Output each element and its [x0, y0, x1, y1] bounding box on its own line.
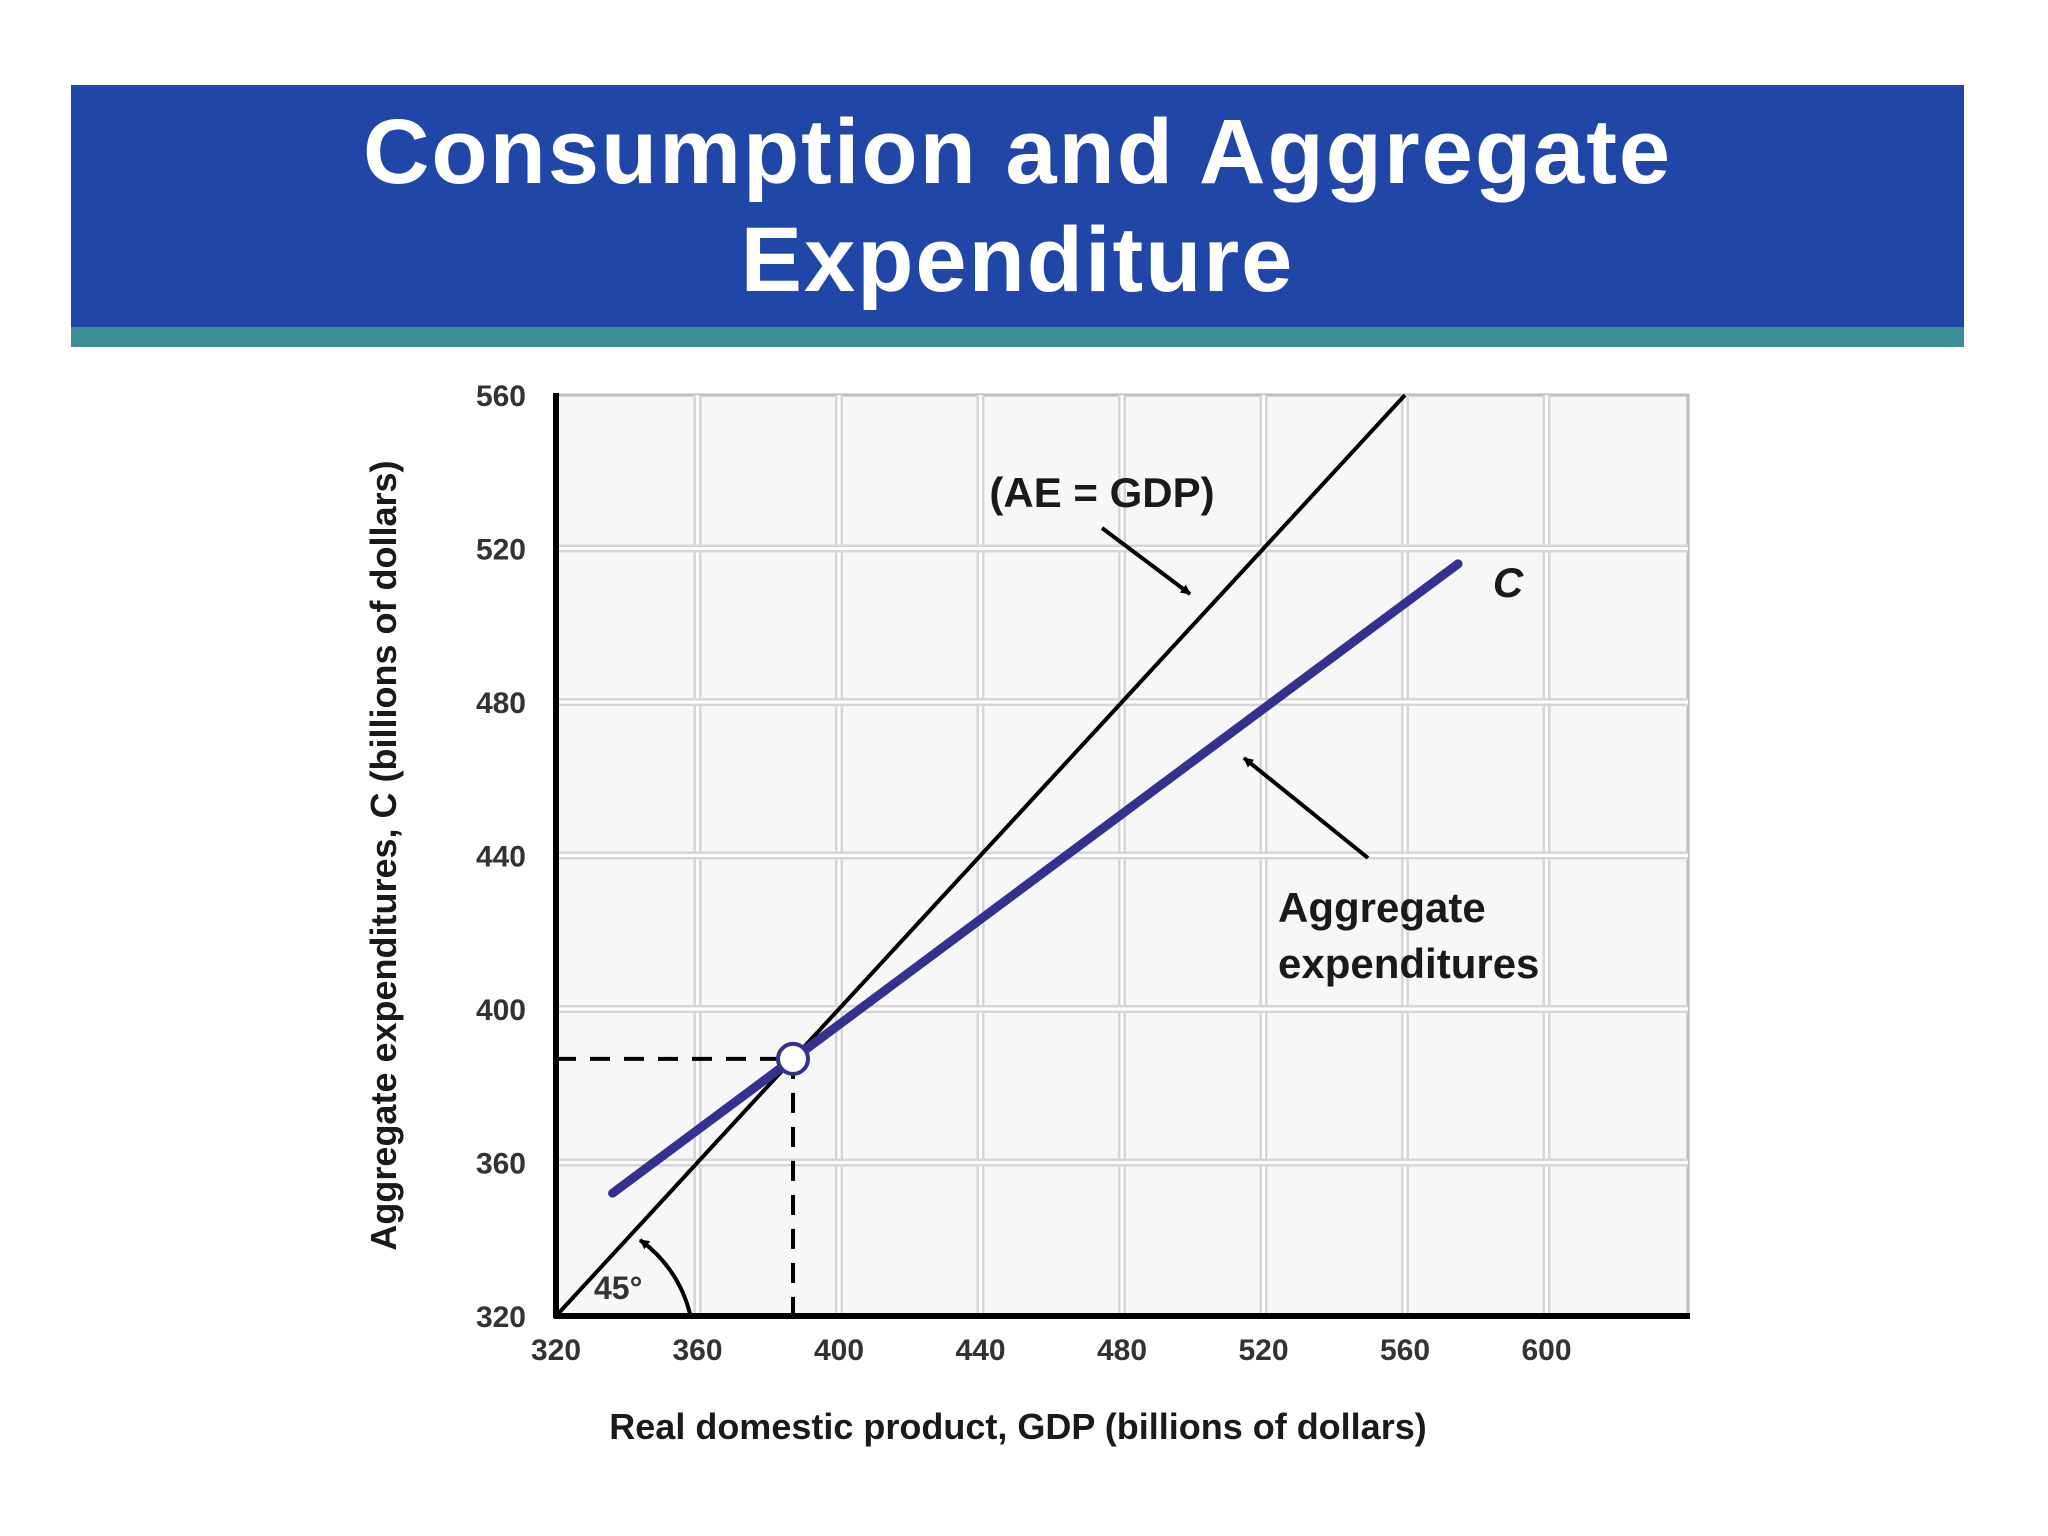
x-axis-label: Real domestic product, GDP (billions of …	[609, 1406, 1426, 1447]
y-tick-label: 560	[476, 380, 526, 413]
annotations: (AE = GDP) C Aggregate expenditures 45°	[594, 469, 1539, 1315]
aggregate-expenditures-arrow	[1242, 756, 1370, 860]
y-tick-label: 520	[476, 534, 526, 567]
x-tick-label: 480	[1097, 1334, 1147, 1367]
x-tick-label: 560	[1380, 1334, 1430, 1367]
axes	[553, 393, 1690, 1319]
x-tick-label: 520	[1238, 1334, 1288, 1367]
accent-strip	[71, 327, 1964, 347]
slide-title-line-2: Expenditure	[740, 209, 1295, 311]
consumption-line	[608, 559, 1463, 1198]
ae-equals-gdp-line	[554, 393, 1407, 1318]
tick-labels: 320 360 400 440 480 520 560 600 320 360 400 440 480 5…	[476, 380, 1572, 1367]
angle-arc	[638, 1238, 692, 1315]
y-axis-label: Aggregate expenditures, C (billions of d…	[363, 460, 404, 1250]
x-tick-label: 400	[814, 1334, 864, 1367]
aggregate-expenditures-label-line-2: expenditures	[1278, 940, 1539, 987]
slide-title-line-1: Consumption and Aggregate	[362, 101, 1673, 203]
x-tick-label: 600	[1521, 1334, 1571, 1367]
grid	[554, 393, 1690, 1318]
x-tick-label: 440	[955, 1334, 1005, 1367]
aggregate-expenditures-label-line-1: Aggregate	[1278, 884, 1486, 931]
series	[554, 393, 1463, 1318]
ae-label-arrow	[1100, 526, 1192, 596]
title-bar: Consumption and Aggregate Expenditure	[71, 85, 1964, 327]
x-tick-label: 320	[531, 1334, 581, 1367]
ae-gdp-label: (AE = GDP)	[989, 469, 1214, 516]
y-tick-label: 440	[476, 841, 526, 874]
equilibrium-guides	[556, 1056, 796, 1316]
equilibrium-point	[776, 1041, 811, 1076]
y-tick-label: 320	[476, 1301, 526, 1334]
c-label: C	[1493, 559, 1524, 606]
y-tick-label: 480	[476, 687, 526, 720]
x-tick-label: 360	[672, 1334, 722, 1367]
angle-label: 45°	[594, 1270, 642, 1306]
y-tick-label: 400	[476, 994, 526, 1027]
y-tick-label: 360	[476, 1148, 526, 1181]
